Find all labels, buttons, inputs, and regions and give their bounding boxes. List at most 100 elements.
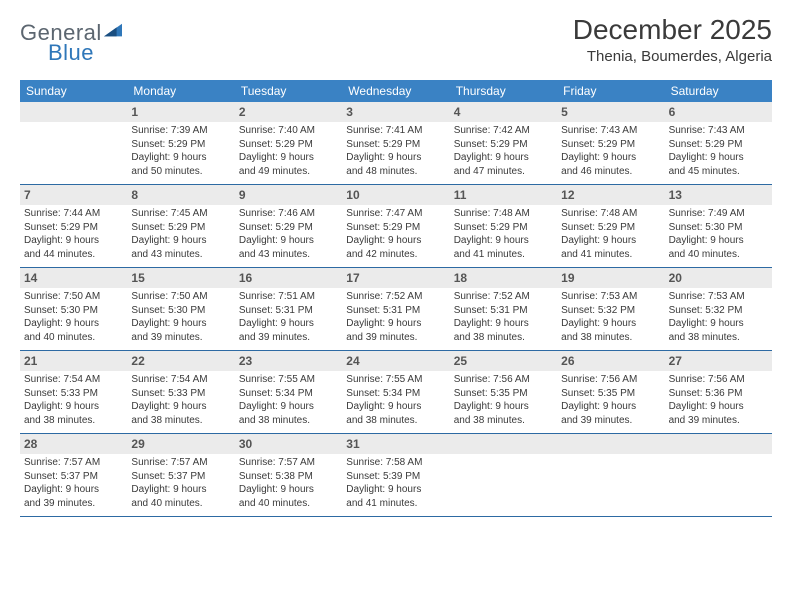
daylight-text: and 39 minutes. bbox=[239, 331, 338, 345]
day-cell: 24 Sunrise: 7:55 AMSunset: 5:34 PMDayligh… bbox=[342, 351, 449, 433]
sunrise-text: Sunrise: 7:39 AM bbox=[131, 124, 230, 138]
daylight-text: and 40 minutes. bbox=[669, 248, 768, 262]
weekday-thursday: Thursday bbox=[450, 80, 557, 102]
daylight-text: and 39 minutes. bbox=[24, 497, 123, 511]
daylight-text: Daylight: 9 hours bbox=[131, 151, 230, 165]
daylight-text: Daylight: 9 hours bbox=[131, 483, 230, 497]
weekday-saturday: Saturday bbox=[665, 80, 772, 102]
day-number: 17 bbox=[346, 271, 359, 285]
sunset-text: Sunset: 5:30 PM bbox=[131, 304, 230, 318]
day-number: 20 bbox=[669, 271, 682, 285]
daylight-text: Daylight: 9 hours bbox=[346, 400, 445, 414]
day-number: 31 bbox=[346, 437, 359, 451]
daylight-text: Daylight: 9 hours bbox=[131, 234, 230, 248]
daylight-text: and 38 minutes. bbox=[561, 331, 660, 345]
day-number: 10 bbox=[346, 188, 359, 202]
day-number-row: 24 bbox=[342, 351, 449, 371]
day-cell: 23Sunrise: 7:55 AMSunset: 5:34 PMDayligh… bbox=[235, 351, 342, 433]
daylight-text: Daylight: 9 hours bbox=[346, 234, 445, 248]
sunset-text: Sunset: 5:35 PM bbox=[561, 387, 660, 401]
weekday-tuesday: Tuesday bbox=[235, 80, 342, 102]
day-number-row: 18 bbox=[450, 268, 557, 288]
daylight-text: and 39 minutes. bbox=[561, 414, 660, 428]
day-number-row bbox=[20, 102, 127, 122]
sunrise-text: Sunrise: 7:55 AM bbox=[239, 373, 338, 387]
daylight-text: and 49 minutes. bbox=[239, 165, 338, 179]
sunrise-text: Sunrise: 7:54 AM bbox=[131, 373, 230, 387]
calendar: Sunday Monday Tuesday Wednesday Thursday… bbox=[20, 80, 772, 517]
sunset-text: Sunset: 5:35 PM bbox=[454, 387, 553, 401]
sunset-text: Sunset: 5:33 PM bbox=[131, 387, 230, 401]
daylight-text: Daylight: 9 hours bbox=[239, 400, 338, 414]
sunset-text: Sunset: 5:31 PM bbox=[239, 304, 338, 318]
weekday-sunday: Sunday bbox=[20, 80, 127, 102]
daylight-text: and 38 minutes. bbox=[346, 414, 445, 428]
day-cell: 19Sunrise: 7:53 AMSunset: 5:32 PMDayligh… bbox=[557, 268, 664, 350]
day-number-row: 22 bbox=[127, 351, 234, 371]
day-number: 22 bbox=[131, 354, 144, 368]
day-number: 25 bbox=[454, 354, 467, 368]
daylight-text: Daylight: 9 hours bbox=[239, 151, 338, 165]
day-cell: 5Sunrise: 7:43 AMSunset: 5:29 PMDaylight… bbox=[557, 102, 664, 184]
daylight-text: Daylight: 9 hours bbox=[561, 400, 660, 414]
day-cell: 9Sunrise: 7:46 AMSunset: 5:29 PMDaylight… bbox=[235, 185, 342, 267]
daylight-text: and 40 minutes. bbox=[131, 497, 230, 511]
day-number: 16 bbox=[239, 271, 252, 285]
sunrise-text: Sunrise: 7:48 AM bbox=[561, 207, 660, 221]
day-number-row: 28 bbox=[20, 434, 127, 454]
sunrise-text: Sunrise: 7:57 AM bbox=[239, 456, 338, 470]
day-number: 14 bbox=[24, 271, 37, 285]
sunset-text: Sunset: 5:29 PM bbox=[454, 221, 553, 235]
daylight-text: and 39 minutes. bbox=[131, 331, 230, 345]
day-cell: 20Sunrise: 7:53 AMSunset: 5:32 PMDayligh… bbox=[665, 268, 772, 350]
day-number-row: 30 bbox=[235, 434, 342, 454]
day-number-row: 15 bbox=[127, 268, 234, 288]
daylight-text: and 45 minutes. bbox=[669, 165, 768, 179]
sunset-text: Sunset: 5:29 PM bbox=[24, 221, 123, 235]
daylight-text: and 47 minutes. bbox=[454, 165, 553, 179]
day-number: 9 bbox=[239, 188, 246, 202]
sunset-text: Sunset: 5:34 PM bbox=[346, 387, 445, 401]
day-cell: 10Sunrise: 7:47 AMSunset: 5:29 PMDayligh… bbox=[342, 185, 449, 267]
title-block: December 2025 Thenia, Boumerdes, Algeria bbox=[573, 14, 772, 65]
sunrise-text: Sunrise: 7:42 AM bbox=[454, 124, 553, 138]
sunset-text: Sunset: 5:29 PM bbox=[561, 138, 660, 152]
sunrise-text: Sunrise: 7:55 AM bbox=[346, 373, 445, 387]
day-cell: 4Sunrise: 7:42 AMSunset: 5:29 PMDaylight… bbox=[450, 102, 557, 184]
day-number-row bbox=[557, 434, 664, 454]
daylight-text: Daylight: 9 hours bbox=[669, 400, 768, 414]
day-number-row: 20 bbox=[665, 268, 772, 288]
month-title: December 2025 bbox=[573, 14, 772, 46]
sunset-text: Sunset: 5:29 PM bbox=[131, 138, 230, 152]
day-number-row: 9 bbox=[235, 185, 342, 205]
calendar-week: 1Sunrise: 7:39 AMSunset: 5:29 PMDaylight… bbox=[20, 102, 772, 185]
day-number: 19 bbox=[561, 271, 574, 285]
daylight-text: and 42 minutes. bbox=[346, 248, 445, 262]
daylight-text: Daylight: 9 hours bbox=[24, 234, 123, 248]
day-number: 24 bbox=[346, 354, 359, 368]
day-number: 26 bbox=[561, 354, 574, 368]
day-cell bbox=[450, 434, 557, 516]
brand-word-2: Blue bbox=[48, 40, 94, 65]
daylight-text: and 38 minutes. bbox=[454, 414, 553, 428]
daylight-text: and 44 minutes. bbox=[24, 248, 123, 262]
sunset-text: Sunset: 5:30 PM bbox=[24, 304, 123, 318]
daylight-text: Daylight: 9 hours bbox=[239, 234, 338, 248]
sunrise-text: Sunrise: 7:57 AM bbox=[24, 456, 123, 470]
day-number: 11 bbox=[454, 188, 467, 202]
day-cell: 22Sunrise: 7:54 AMSunset: 5:33 PMDayligh… bbox=[127, 351, 234, 433]
sunset-text: Sunset: 5:37 PM bbox=[24, 470, 123, 484]
daylight-text: Daylight: 9 hours bbox=[561, 234, 660, 248]
daylight-text: and 39 minutes. bbox=[346, 331, 445, 345]
sunset-text: Sunset: 5:29 PM bbox=[346, 138, 445, 152]
sunrise-text: Sunrise: 7:53 AM bbox=[561, 290, 660, 304]
daylight-text: Daylight: 9 hours bbox=[561, 317, 660, 331]
day-number-row: 17 bbox=[342, 268, 449, 288]
day-number-row bbox=[665, 434, 772, 454]
day-number-row: 13 bbox=[665, 185, 772, 205]
day-cell: 29Sunrise: 7:57 AMSunset: 5:37 PMDayligh… bbox=[127, 434, 234, 516]
sunset-text: Sunset: 5:29 PM bbox=[346, 221, 445, 235]
day-number-row: 7 bbox=[20, 185, 127, 205]
day-number: 7 bbox=[24, 188, 31, 202]
day-number: 27 bbox=[669, 354, 682, 368]
